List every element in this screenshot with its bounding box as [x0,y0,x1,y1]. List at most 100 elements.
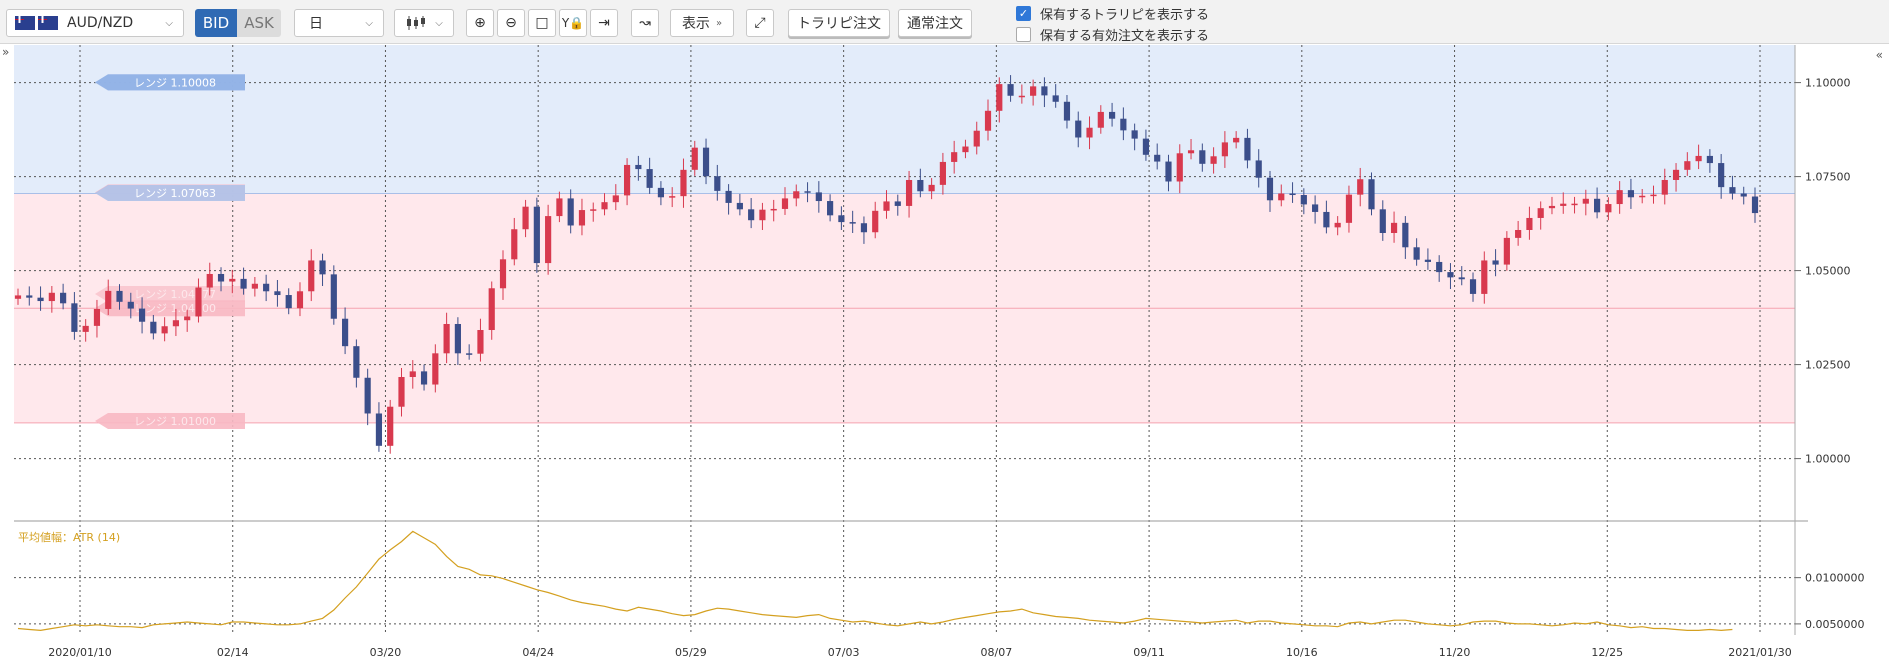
display-menu-button[interactable]: 表示 » [670,9,734,37]
candle-body [804,191,811,193]
price-tick-label: 1.05000 [1805,265,1851,278]
candle-body [984,110,992,131]
candle-body [1481,260,1488,294]
timeframe-label: 日 [309,16,323,32]
candle-body [48,292,55,302]
currency-pair-select[interactable]: AUD/NZD ⌵ [6,9,184,37]
atr-tick-label: 0.0100000 [1805,572,1865,585]
zoom-in-icon: ⊕ [474,15,486,31]
zoom-in-button[interactable]: ⊕ [466,9,494,37]
candle-body [1289,193,1296,196]
candle-body [635,164,642,170]
candle-body [1007,84,1014,96]
candle-body [488,288,495,331]
candle-body [860,223,868,233]
candle-body [1244,137,1251,161]
candle-body [127,301,134,309]
chevron-down-icon: ⌵ [365,17,373,29]
candle-body [1436,261,1443,273]
candle-body [1018,95,1025,98]
show-orders-row[interactable]: 保有する有効注文を表示する [1016,25,1209,44]
date-tick-label: 03/20 [370,646,402,659]
range-tag-label: レンジ 1.07063 [134,187,216,200]
atr-tick-label: 0.0050000 [1805,618,1865,631]
candle-body [1108,111,1116,119]
candle-body [105,290,112,309]
candle-body [781,198,789,209]
candle-body [793,191,800,199]
candle-body [1594,198,1601,213]
bid-button[interactable]: BID [195,9,237,37]
candle-body [263,283,270,292]
candle-body [996,84,1003,111]
jump-to-end-icon: ⇥ [598,15,610,31]
candle-body [1639,195,1646,198]
sidebar-toggle-icon[interactable]: » [2,45,10,59]
grid-lines [14,45,1808,635]
fit-button[interactable]: □ [528,9,556,37]
ask-button[interactable]: ASK [237,9,281,37]
show-orders-checkbox[interactable] [1016,27,1031,42]
lock-scale-button[interactable]: Y🔒 [559,9,587,37]
candle-body [1233,137,1240,143]
range-tag-label: レンジ 1.04377 [134,288,216,301]
candle-body [939,161,946,185]
candle-body [161,326,168,334]
candle-body [669,196,676,198]
jump-latest-button[interactable]: ⇥ [590,9,618,37]
candle-body [1627,190,1635,198]
show-traripi-checkbox[interactable]: ✓ [1016,6,1031,21]
candle-body [1052,95,1059,102]
candlestick-icon [407,16,426,30]
date-axis: 2020/01/10 02/14 03/20 04/24 05/29 07/03 08/07… [48,646,1791,659]
candle-body [1492,260,1499,265]
candle-body [905,179,913,206]
candle-body [195,287,202,317]
candle-body [1571,203,1578,206]
candle-body [1390,222,1398,233]
candle-body [1221,142,1228,157]
candle-body [522,206,529,230]
candle-body [1357,179,1364,195]
lock-axis-icon: Y🔒 [561,16,585,30]
candle-body [14,295,22,299]
range-tag-label: レンジ 1.01000 [134,415,216,428]
date-tick-label: 04/24 [522,646,554,659]
candle-body [1165,161,1172,182]
candle-body [1526,217,1533,230]
candle-body [1075,120,1082,138]
candle-body [1729,187,1736,194]
show-traripi-row[interactable]: ✓ 保有するトラリピを表示する [1016,4,1209,23]
candle-body [680,169,687,197]
indicator-button[interactable]: ↝ [631,9,659,37]
candle-body [229,278,236,282]
timeframe-select[interactable]: 日 ⌵ [294,9,384,37]
candle-body [1616,190,1623,205]
candle-body [736,202,743,210]
zoom-out-button[interactable]: ⊖ [497,9,525,37]
candle-body [1718,163,1725,188]
candle-body [578,210,586,226]
candle-body [1187,150,1195,154]
candle-body [251,283,258,289]
australia-flag-icon [15,16,35,30]
price-tick-label: 1.02500 [1805,359,1851,372]
range-tag-label: レンジ 1.04000 [134,302,216,315]
right-panel-toggle-icon[interactable]: « [1875,48,1883,62]
candle-body [511,229,518,260]
trailing-order-button[interactable]: トラリピ注文 [788,9,890,37]
candle-body [827,201,834,216]
currency-pair-label: AUD/NZD [67,15,134,31]
candle-body [274,291,281,296]
candle-body [184,316,191,321]
expand-button[interactable]: ⤢ [746,9,774,37]
candle-body [612,195,619,203]
chart-type-select[interactable]: ⌵ [394,9,454,37]
range-tag [95,413,245,429]
candle-body [1537,208,1544,218]
normal-order-button[interactable]: 通常注文 [898,9,972,37]
date-tick-label: 08/07 [981,646,1013,659]
candle-body [1706,155,1713,164]
candle-body [1210,156,1217,164]
